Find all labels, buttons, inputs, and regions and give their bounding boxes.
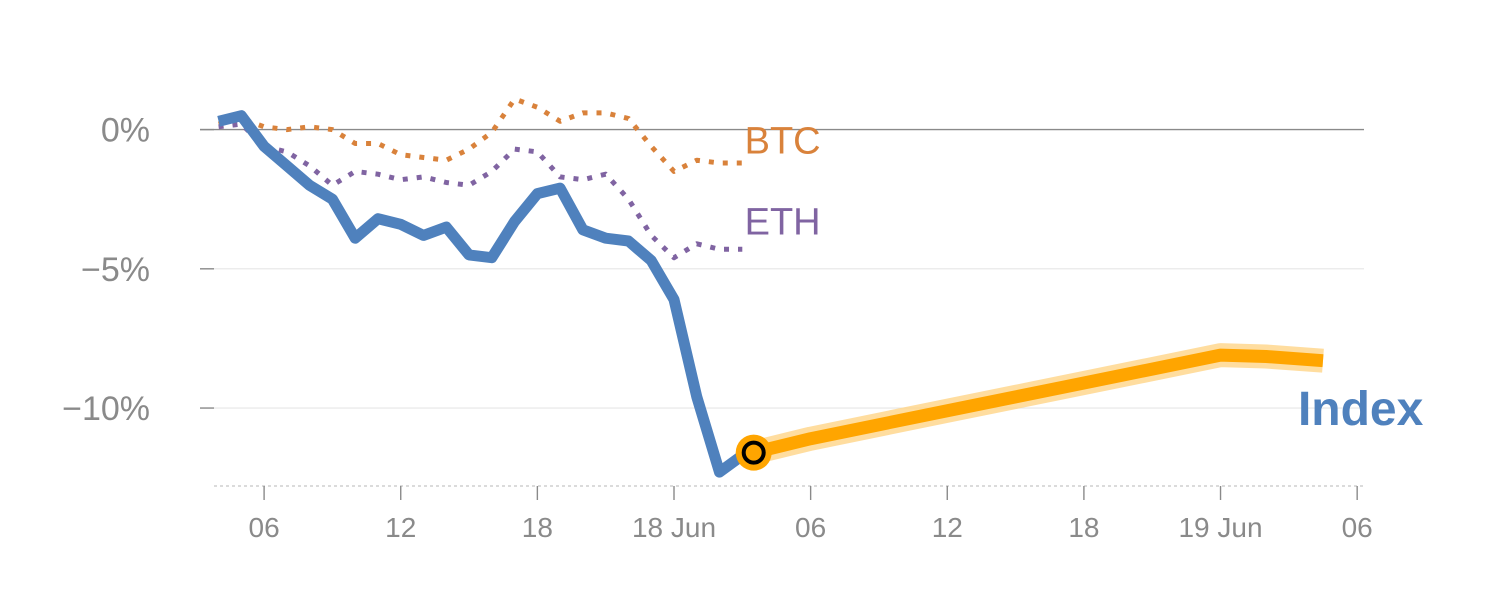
x-tick-label: 12: [932, 512, 963, 543]
x-tick-label: 19 Jun: [1178, 512, 1262, 543]
x-axis: 06 12 18 18 Jun 06 12 18 19 Jun 06: [214, 485, 1373, 543]
index-series-line: [217, 110, 746, 478]
x-tick-label: 18: [1068, 512, 1099, 543]
current-point-marker: [741, 440, 766, 465]
forecast-series-line: [752, 348, 1324, 459]
btc-series-line: [218, 96, 743, 174]
y-tick-label: −5%: [81, 251, 150, 289]
x-tick-label: 18: [522, 512, 553, 543]
index-series-label: Index: [1298, 383, 1424, 436]
x-tick-label: 12: [385, 512, 416, 543]
current-point-marker-ring: [735, 434, 772, 471]
plot-area: [217, 96, 1324, 478]
x-tick-label: 06: [249, 512, 280, 543]
x-tick-label: 06: [795, 512, 826, 543]
eth-series-line: [218, 121, 743, 261]
y-axis: 0% −5% −10%: [62, 112, 214, 428]
eth-series-label: ETH: [745, 201, 821, 243]
y-tick-label: −10%: [62, 390, 150, 428]
gridlines: [200, 128, 1364, 409]
x-tick-label: 06: [1342, 512, 1373, 543]
series-labels: BTC ETH Index: [745, 121, 1424, 436]
btc-series-label: BTC: [745, 121, 821, 163]
y-tick-label: 0%: [101, 112, 150, 150]
x-tick-label: 18 Jun: [632, 512, 716, 543]
